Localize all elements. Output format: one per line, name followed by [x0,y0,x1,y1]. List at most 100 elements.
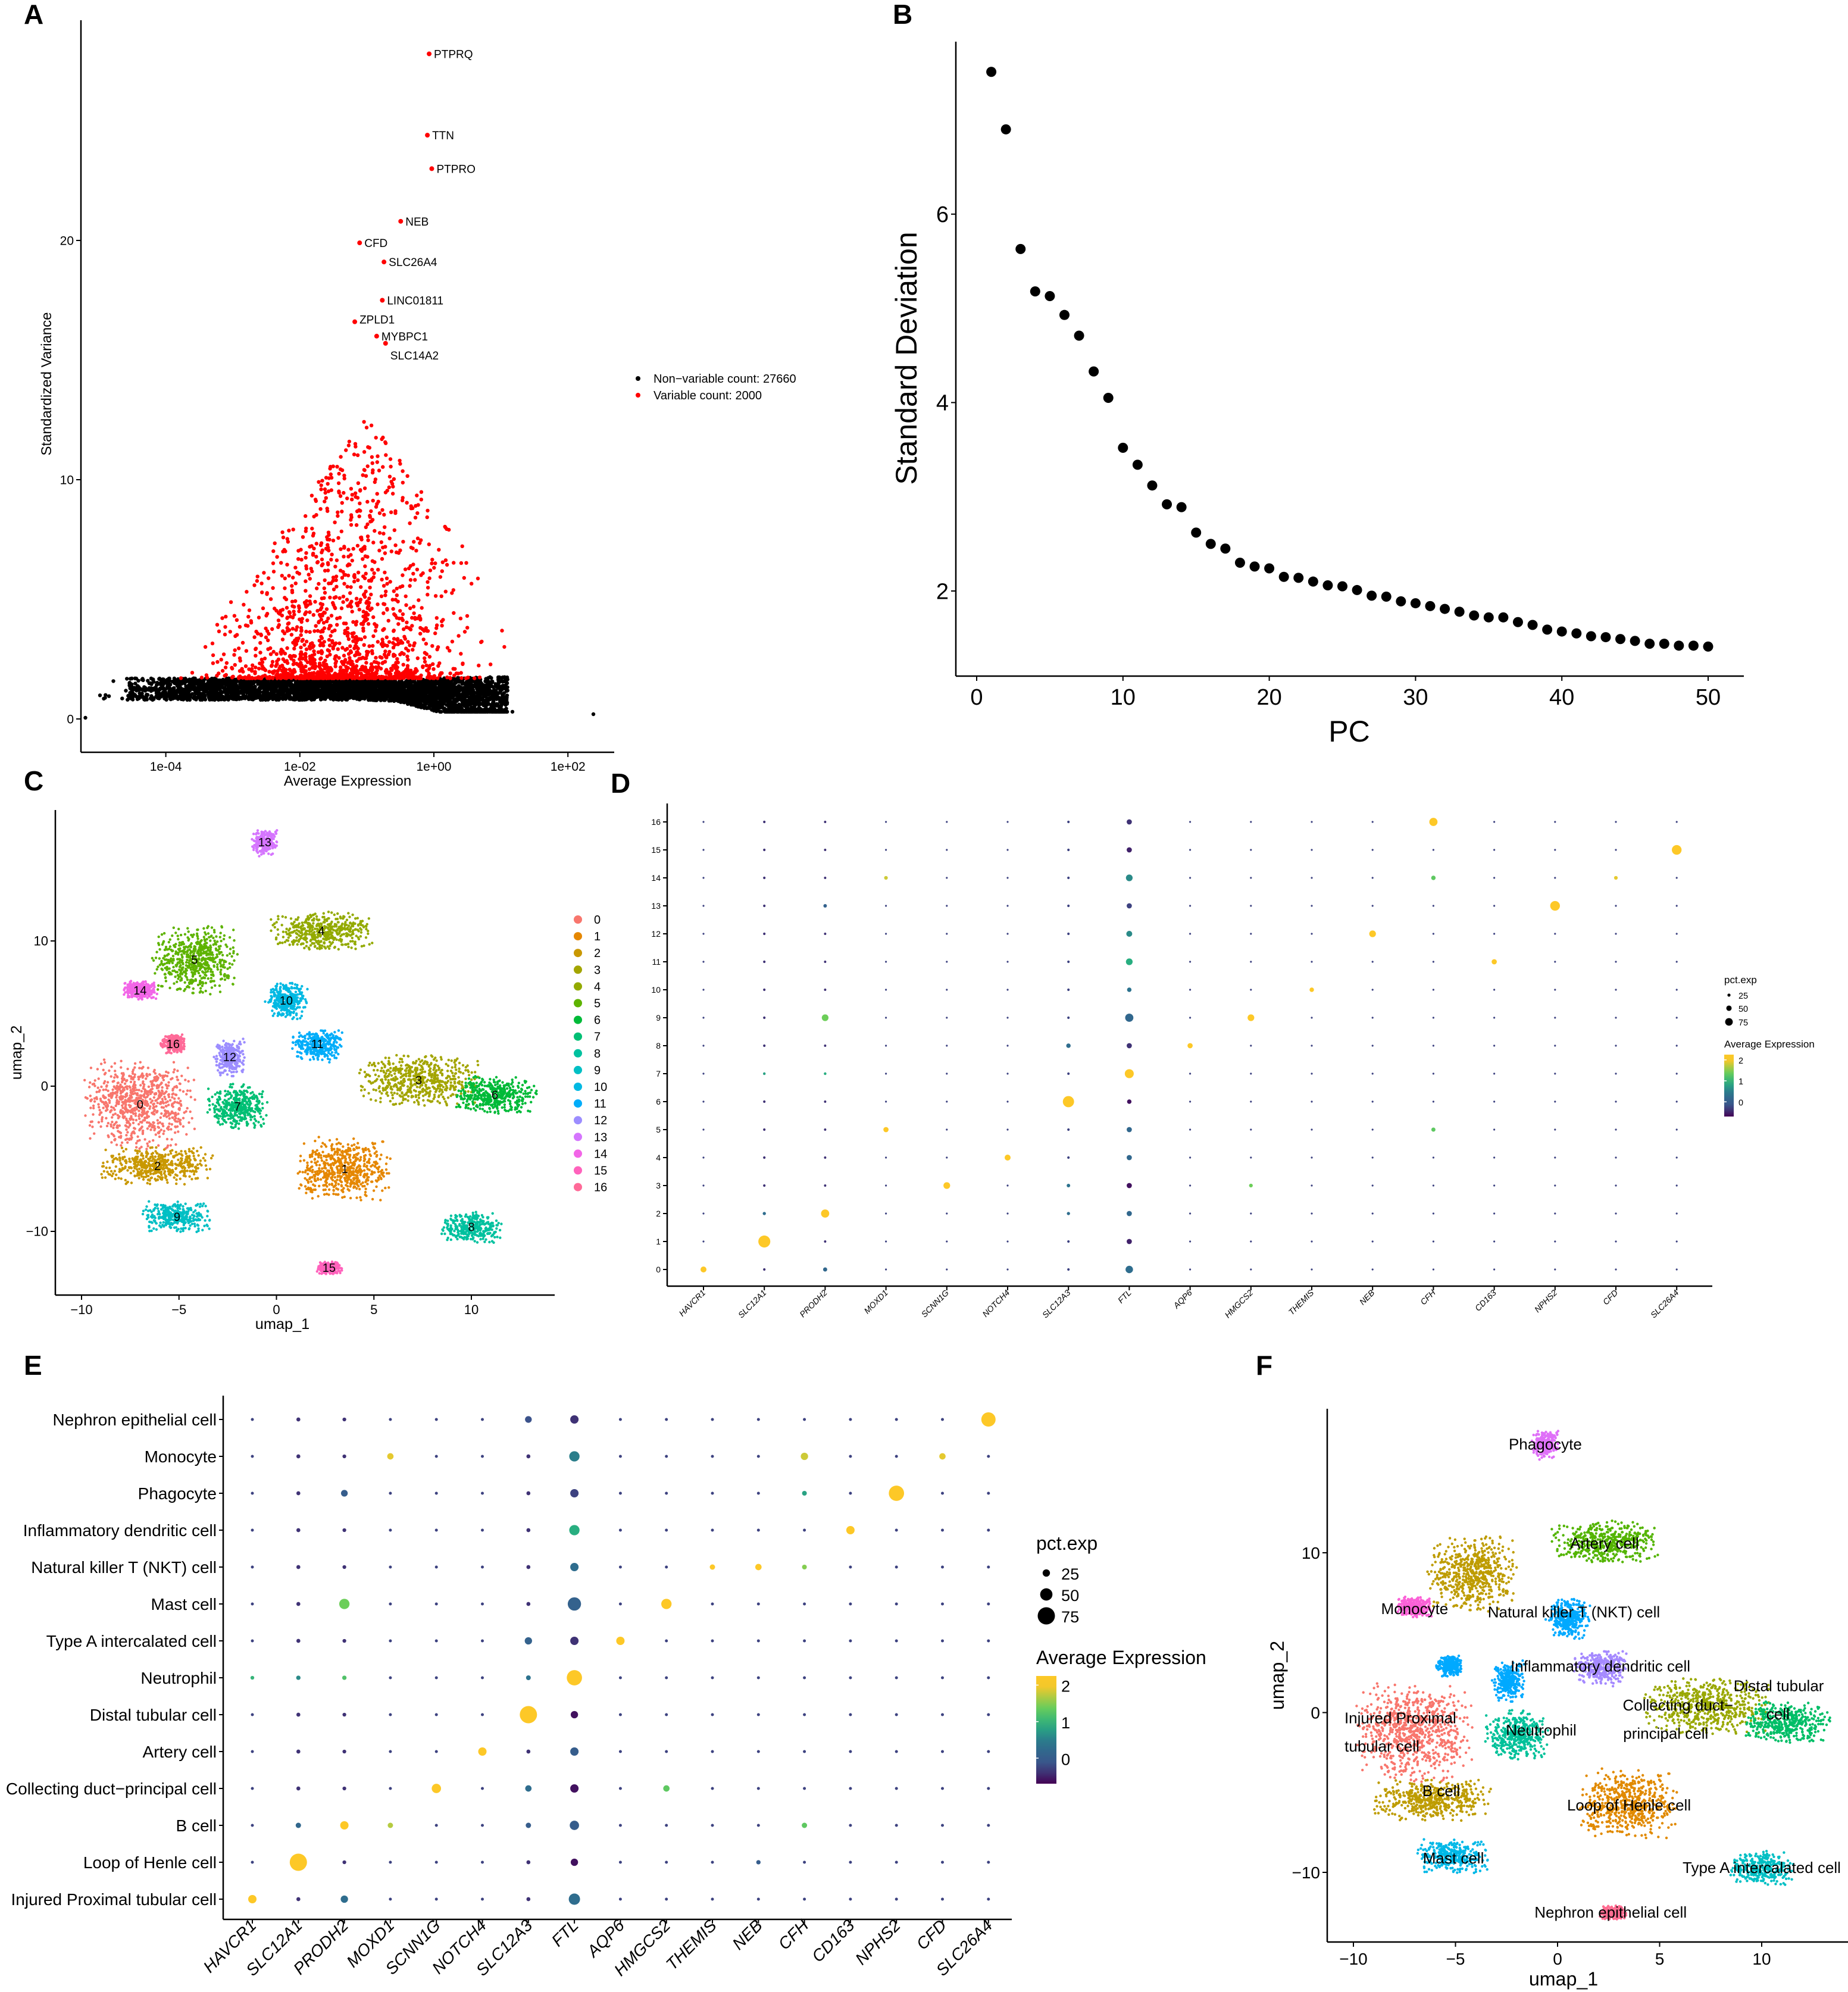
dot-hmgcs2 [1250,877,1252,879]
color-legend-title: Average Expression [1724,1039,1815,1050]
dot-themis [1311,1072,1313,1075]
row-label: 14 [651,873,661,883]
dot-slc12a1 [296,1786,301,1791]
umap-cluster-6 [455,1075,538,1115]
dot-slc26a4 [987,1528,990,1532]
dot-scnn1g [946,877,948,879]
dot-cfd [1615,1156,1617,1159]
dot-neb [1371,1212,1374,1215]
dot-slc26a4 [981,1412,996,1427]
dot-slc12a3 [1067,932,1070,936]
dot-slc12a1 [296,1602,301,1606]
dot-scnn1g [434,1860,438,1864]
panel-a-x-tick-label: 1e+02 [551,760,586,774]
gene-label: CD163 [808,1916,858,1966]
gene-label: PRODH2 [798,1288,829,1319]
dot-havcr1 [251,1491,254,1495]
dot-hmgcs2 [1250,905,1252,907]
dot-slc12a1 [763,1016,766,1020]
dot-cfd [941,1860,944,1864]
dot-slc26a4 [987,1750,990,1753]
dot-moxd1 [885,961,887,963]
dot-cfd [941,1787,944,1790]
dot-cd163 [849,1602,852,1606]
labeled-gene-point [425,133,430,138]
dot-slc12a3 [1067,1268,1070,1271]
row-label: 8 [656,1041,661,1050]
dot-slc12a3 [1067,904,1070,908]
dot-hmgcs2 [1250,1128,1252,1131]
dot-cfd [941,1824,944,1827]
x-axis-title: umap_1 [255,1316,309,1333]
dot-neb [756,1787,760,1790]
dot-slc12a3 [526,1860,531,1865]
pc-point [1542,624,1553,635]
dot-hmgcs2 [665,1897,668,1901]
dot-prodh2 [340,1490,348,1497]
dot-cd163 [849,1897,852,1901]
dot-cfd [1614,875,1618,880]
dot-themis [1311,933,1313,935]
dot-cfh [803,1897,806,1901]
dot-slc26a4 [1675,1240,1678,1243]
pc-point [1220,543,1231,554]
dot-prodh2 [342,1638,346,1643]
dot-cfh [1432,849,1434,851]
dot-notch4 [1006,989,1009,991]
dot-slc26a4 [987,1639,990,1643]
dot-scnn1g [946,1100,948,1103]
pc-point [1630,636,1640,646]
dot-hmgcs2 [1247,1014,1255,1021]
umap-cluster-1 [296,1136,392,1202]
dot-cd163 [1493,1045,1496,1047]
legend-label: 13 [594,1131,607,1144]
panel-label-e: E [24,1350,42,1381]
dot-themis [1311,1212,1313,1215]
dot-hmgcs2 [1250,1100,1252,1103]
row-label: Monocyte [145,1447,217,1466]
dot-moxd1 [885,1017,887,1019]
legend-key [574,1065,582,1074]
dot-havcr1 [702,905,705,907]
dot-cfh [803,1750,806,1753]
dot-notch4 [1006,1045,1009,1047]
color-legend-title: Average Expression [1036,1647,1206,1668]
panel-c-x-tick-label: −5 [171,1302,186,1317]
legend-key [636,393,640,398]
dot-prodh2 [342,1417,346,1422]
row-label: Mast cell [151,1595,217,1613]
gene-label: CFD [364,237,387,250]
dot-themis [1311,961,1313,963]
dot-cfd [941,1713,944,1716]
dot-havcr1 [251,1713,254,1716]
dot-cfh [1432,1017,1434,1019]
umap-cluster-14 [1396,1595,1434,1619]
row-label: Artery cell [143,1743,217,1761]
cell-type-label: tubular cell [1344,1737,1419,1755]
dot-themis [1311,1045,1313,1047]
dot-slc26a4 [1675,905,1678,907]
dot-nphs2 [1554,1240,1556,1243]
dot-scnn1g [946,1072,948,1075]
row-label: Injured Proximal tubular cell [11,1890,217,1909]
dot-slc12a1 [763,1268,766,1271]
dot-neb [756,1455,760,1458]
dot-neb [755,1563,762,1571]
dot-aqp6 [1189,961,1192,963]
dot-slc12a3 [1067,1072,1070,1075]
dot-ftl [1125,1014,1134,1022]
variable-points [179,420,506,680]
dot-themis [711,1528,714,1532]
dot-aqp6 [618,1491,622,1495]
pc-point [1396,596,1406,606]
dot-cd163 [1493,877,1496,879]
dot-scnn1g [946,905,948,907]
dot-havcr1 [702,989,705,991]
dot-prodh2 [342,1675,347,1680]
dot-cfd [1615,933,1617,935]
dot-nphs2 [889,1486,905,1501]
pc-point [1234,558,1245,568]
dot-slc12a1 [763,1100,766,1103]
dot-notch4 [1006,1017,1009,1019]
dot-prodh2 [342,1786,346,1791]
